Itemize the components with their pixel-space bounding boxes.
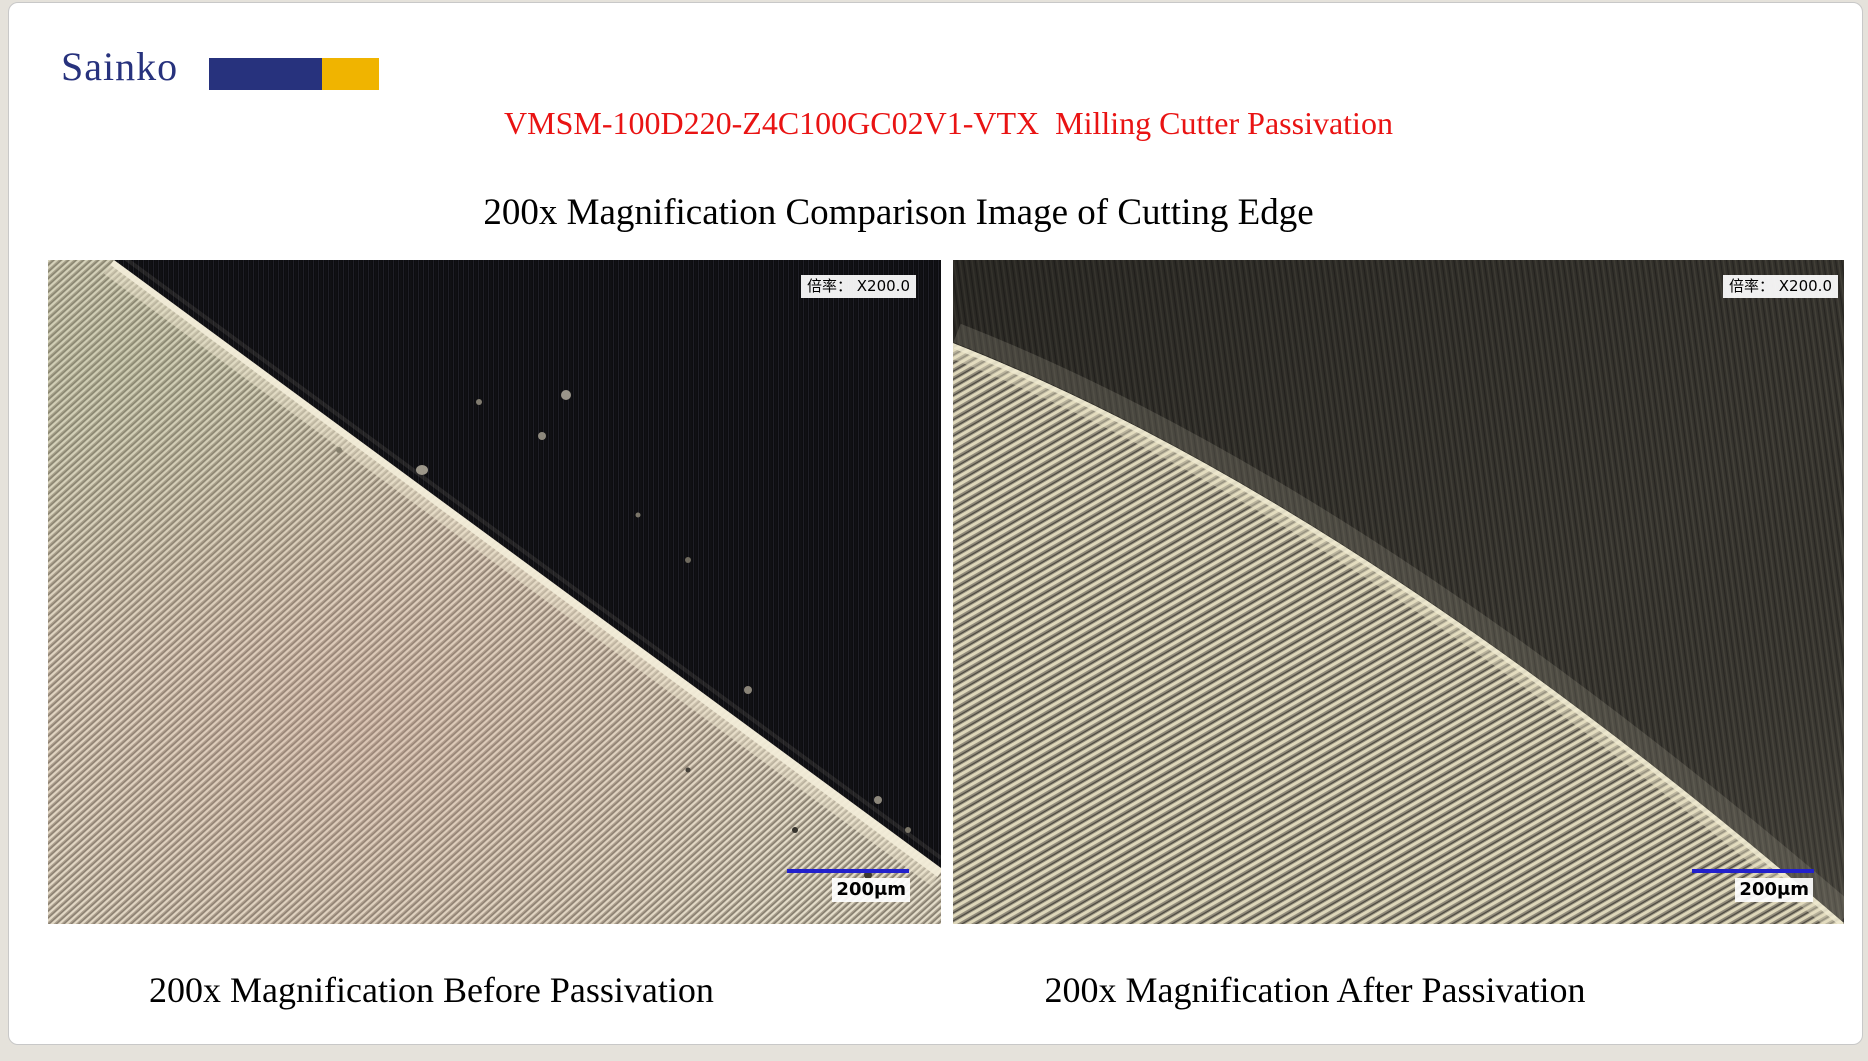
magnification-overlay-label: 倍率： X200.0 [801, 275, 916, 298]
micrograph-after: 倍率： X200.0 200μm [953, 260, 1844, 924]
scale-bar-line [787, 869, 909, 873]
micrograph-before: 倍率： X200.0 200μm [48, 260, 941, 924]
company-logo-text: Sainko [61, 44, 179, 89]
micrograph-before-image [48, 260, 941, 924]
document-page: Sainko VMSM-100D220-Z4C100GC02V1-VTX Mil… [8, 2, 1863, 1045]
magnification-overlay-label: 倍率： X200.0 [1723, 275, 1838, 298]
logo-blue-bar [209, 58, 322, 90]
caption-after-passivation: 200x Magnification After Passivation [1044, 970, 1586, 1010]
logo-yellow-bar [322, 58, 379, 90]
document-subtitle: 200x Magnification Comparison Image of C… [483, 192, 1314, 233]
caption-before-passivation: 200x Magnification Before Passivation [149, 970, 714, 1010]
micrograph-after-image [953, 260, 1844, 924]
scale-bar-label: 200μm [1735, 878, 1813, 903]
scale-bar-line [1692, 869, 1814, 873]
scale-bar-label: 200μm [832, 878, 910, 903]
document-title: VMSM-100D220-Z4C100GC02V1-VTX Milling Cu… [504, 105, 1393, 141]
